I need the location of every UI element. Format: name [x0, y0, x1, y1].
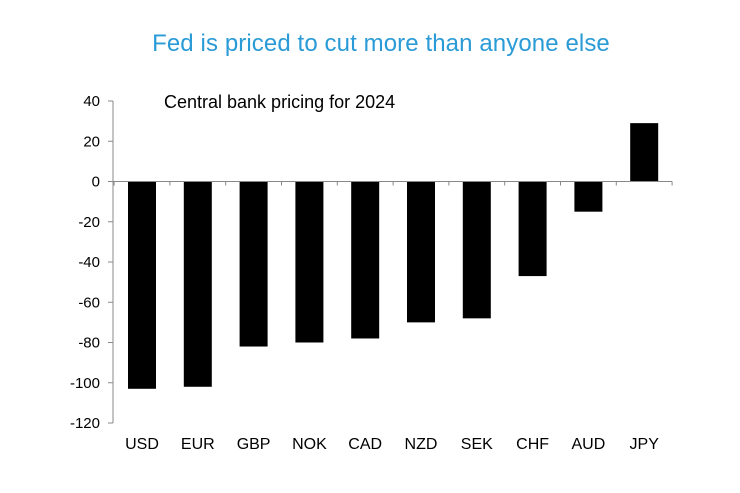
bar-eur — [183, 181, 212, 387]
bar-aud — [574, 181, 603, 212]
y-tick-label: 40 — [83, 93, 100, 110]
x-category-label: EUR — [181, 436, 215, 453]
y-tick-label: -100 — [70, 375, 100, 392]
x-category-label: JPY — [630, 436, 660, 453]
chart-headline: Fed is priced to cut more than anyone el… — [152, 30, 610, 57]
x-labels: USD EUR GBP NOK CAD NZD SEK CHF AUD JPY — [125, 436, 659, 453]
bar-nok — [295, 181, 324, 343]
y-tick-label: -60 — [78, 294, 100, 311]
x-category-label: SEK — [461, 436, 493, 453]
x-category-label: AUD — [572, 436, 606, 453]
x-category-label: USD — [125, 436, 159, 453]
bar-jpy — [630, 123, 659, 182]
y-tick-label: 20 — [83, 133, 100, 150]
bar-usd — [128, 181, 156, 389]
x-category-label: GBP — [237, 436, 271, 453]
x-category-label: CHF — [516, 436, 549, 453]
y-tick-label: -20 — [78, 214, 100, 231]
bar-cad — [351, 181, 380, 339]
x-axis — [113, 181, 673, 186]
x-category-label: CAD — [348, 436, 382, 453]
bar-nzd — [407, 181, 435, 323]
y-tick-label: -120 — [70, 415, 100, 432]
bars — [128, 123, 659, 389]
y-tick-label: -40 — [78, 254, 100, 271]
y-tick-label: 0 — [92, 174, 100, 191]
y-axis: 40 20 0 -20 -40 -60 -80 -100 -120 — [70, 93, 114, 432]
y-tick-label: -80 — [78, 335, 100, 352]
bar-chf — [518, 181, 547, 277]
x-category-label: NOK — [292, 436, 327, 453]
chart-title: Central bank pricing for 2024 — [164, 92, 395, 112]
x-category-label: NZD — [405, 436, 438, 453]
bar-gbp — [239, 181, 268, 347]
bar-sek — [462, 181, 491, 319]
